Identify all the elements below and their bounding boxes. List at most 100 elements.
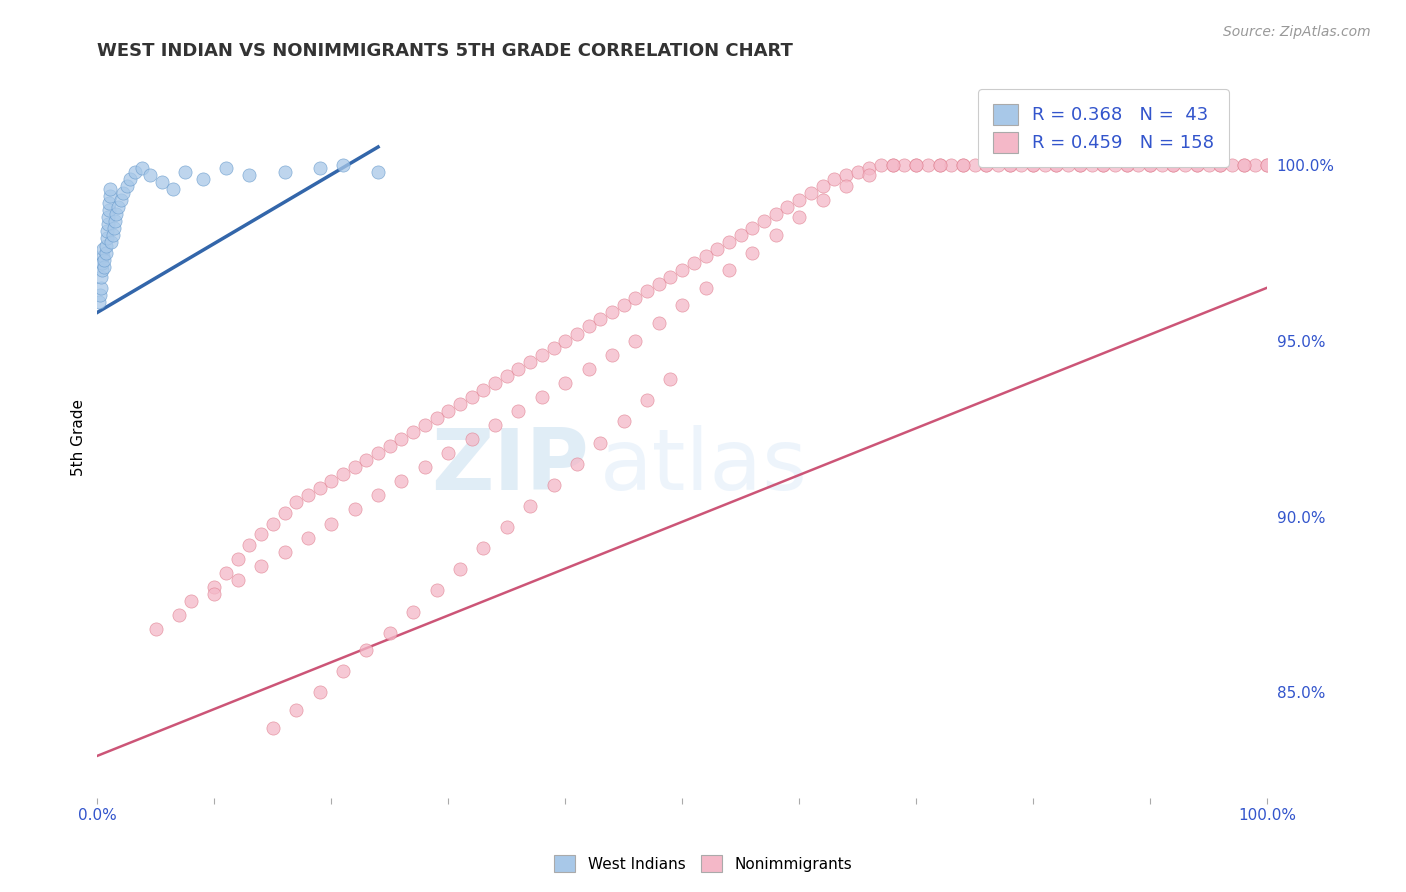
Y-axis label: 5th Grade: 5th Grade: [72, 399, 86, 475]
Point: [226, 551, 249, 566]
Point: [963, 158, 986, 172]
Point: [98, 196, 121, 211]
Point: [787, 211, 810, 225]
Point: [100, 235, 122, 249]
Point: [624, 291, 647, 305]
Point: [636, 285, 658, 299]
Point: [1150, 158, 1173, 172]
Point: [356, 643, 378, 657]
Point: [378, 625, 401, 640]
Point: [998, 158, 1021, 172]
Point: [1139, 158, 1161, 172]
Point: [391, 432, 413, 446]
Point: [1092, 158, 1115, 172]
Point: [495, 368, 517, 383]
Point: [717, 235, 740, 249]
Point: [110, 193, 132, 207]
Point: [321, 475, 343, 489]
Text: WEST INDIAN VS NONIMMIGRANTS 5TH GRADE CORRELATION CHART: WEST INDIAN VS NONIMMIGRANTS 5TH GRADE C…: [97, 42, 793, 60]
Point: [554, 376, 576, 390]
Point: [96, 224, 118, 238]
Point: [449, 562, 471, 576]
Point: [613, 415, 636, 429]
Point: [472, 541, 495, 556]
Point: [273, 545, 295, 559]
Point: [321, 516, 343, 531]
Point: [589, 435, 612, 450]
Point: [120, 171, 142, 186]
Point: [93, 260, 115, 274]
Point: [800, 186, 823, 200]
Point: [332, 158, 354, 172]
Point: [139, 168, 162, 182]
Point: [952, 158, 974, 172]
Point: [367, 488, 389, 502]
Point: [150, 175, 173, 189]
Point: [332, 665, 354, 679]
Point: [273, 164, 295, 178]
Point: [776, 200, 799, 214]
Point: [659, 372, 682, 386]
Point: [835, 168, 858, 182]
Point: [882, 158, 904, 172]
Point: [519, 499, 541, 513]
Point: [578, 361, 600, 376]
Point: [695, 281, 717, 295]
Point: [508, 361, 530, 376]
Point: [174, 164, 197, 178]
Point: [1022, 158, 1045, 172]
Point: [308, 161, 330, 175]
Point: [1069, 158, 1091, 172]
Point: [191, 171, 214, 186]
Point: [1163, 158, 1185, 172]
Point: [96, 231, 118, 245]
Text: ZIP: ZIP: [430, 425, 589, 508]
Point: [565, 457, 588, 471]
Point: [1185, 158, 1208, 172]
Point: [1045, 158, 1067, 172]
Point: [98, 189, 121, 203]
Point: [215, 566, 238, 580]
Point: [858, 168, 880, 182]
Point: [683, 256, 706, 270]
Point: [378, 439, 401, 453]
Point: [1057, 158, 1080, 172]
Point: [167, 608, 190, 623]
Point: [131, 161, 153, 175]
Point: [90, 281, 112, 295]
Point: [765, 227, 787, 242]
Point: [297, 531, 319, 545]
Point: [905, 158, 928, 172]
Point: [112, 186, 135, 200]
Point: [765, 207, 787, 221]
Point: [103, 221, 125, 235]
Point: [145, 622, 167, 636]
Point: [367, 164, 389, 178]
Point: [425, 583, 447, 598]
Point: [460, 432, 482, 446]
Point: [308, 481, 330, 495]
Point: [94, 245, 117, 260]
Point: [811, 193, 834, 207]
Point: [870, 158, 893, 172]
Point: [115, 178, 138, 193]
Point: [846, 164, 869, 178]
Point: [741, 245, 763, 260]
Point: [1115, 158, 1137, 172]
Point: [543, 478, 565, 492]
Point: [107, 200, 129, 214]
Point: [1033, 158, 1056, 172]
Point: [250, 558, 273, 573]
Point: [162, 182, 184, 196]
Point: [1080, 158, 1102, 172]
Point: [238, 538, 260, 552]
Point: [332, 467, 354, 482]
Point: [105, 207, 128, 221]
Point: [89, 287, 111, 301]
Point: [98, 203, 121, 218]
Point: [91, 242, 114, 256]
Point: [402, 425, 425, 439]
Point: [101, 227, 124, 242]
Point: [402, 605, 425, 619]
Point: [90, 270, 112, 285]
